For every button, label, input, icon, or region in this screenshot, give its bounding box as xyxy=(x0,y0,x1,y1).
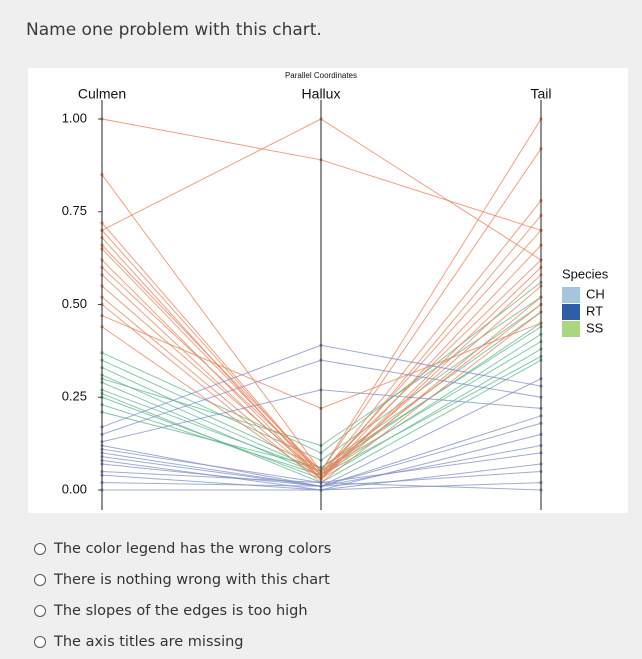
legend-swatch xyxy=(562,304,580,320)
axis-title: Culmen xyxy=(78,86,126,102)
option-label[interactable]: The slopes of the edges is too high xyxy=(54,603,308,619)
legend-swatch xyxy=(562,321,580,337)
chart: Parallel Coordinates Species Culmen Hallu… xyxy=(28,68,628,513)
y-tick-label: 0.75 xyxy=(62,203,87,218)
radio-button[interactable] xyxy=(34,574,46,586)
y-tick-label: 1.00 xyxy=(62,110,87,125)
option[interactable]: There is nothing wrong with this chart xyxy=(34,572,330,588)
legend-label: SS xyxy=(586,320,604,335)
option[interactable]: The axis titles are missing xyxy=(34,634,244,650)
option-label[interactable]: The axis titles are missing xyxy=(54,634,244,650)
legend-label: CH xyxy=(586,286,605,301)
axis-title: Hallux xyxy=(302,86,341,102)
legend-title: Species xyxy=(562,266,609,281)
radio-button[interactable] xyxy=(34,636,46,648)
y-tick-label: 0.25 xyxy=(62,389,87,404)
y-tick-label: 0.50 xyxy=(62,296,87,311)
legend-label: RT xyxy=(586,303,603,318)
question: Name one problem with this chart. xyxy=(26,20,322,40)
chart-title: Parallel Coordinates xyxy=(285,71,357,80)
legend-swatch xyxy=(562,287,580,303)
y-tick-label: 0.00 xyxy=(62,481,87,496)
option-label[interactable]: The color legend has the wrong colors xyxy=(54,541,332,557)
radio-button[interactable] xyxy=(34,605,46,617)
radio-button[interactable] xyxy=(34,543,46,555)
option[interactable]: The color legend has the wrong colors xyxy=(34,541,331,557)
chart-background xyxy=(28,68,628,513)
axis-title: Tail xyxy=(530,86,551,102)
option-label[interactable]: There is nothing wrong with this chart xyxy=(54,572,330,588)
option[interactable]: The slopes of the edges is too high xyxy=(34,603,308,619)
